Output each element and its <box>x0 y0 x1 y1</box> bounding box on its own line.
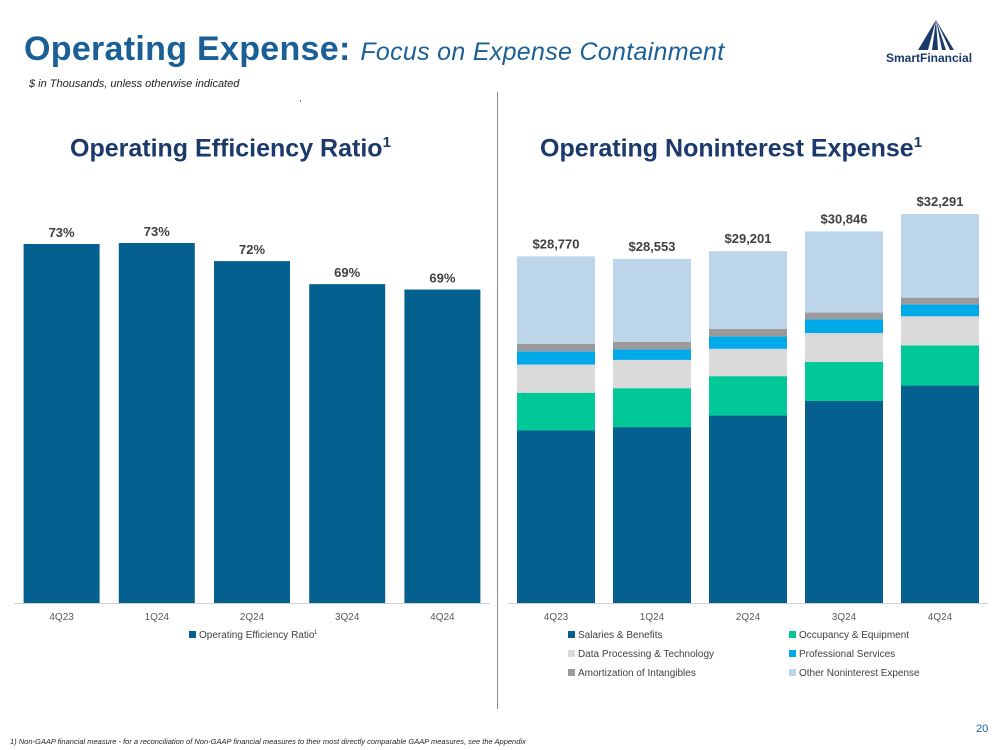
right-legend-swatch <box>789 631 796 638</box>
efficiency-bar-4Q24 <box>404 289 481 603</box>
left-legend-swatch <box>189 631 196 638</box>
company-logo: SmartFinancial <box>880 20 990 70</box>
title-main: Operating Expense: <box>24 30 351 68</box>
expense-segment-2-1Q24 <box>613 388 691 428</box>
right-legend-swatch <box>568 650 575 657</box>
left-x-tick-label: 2Q24 <box>240 612 265 623</box>
right-legend-label: Salaries & Benefits <box>578 630 663 641</box>
right-legend-label: Other Noninterest Expense <box>799 668 920 679</box>
left-legend-label: Operating Efficiency Ratio <box>199 630 315 641</box>
right-legend-swatch <box>568 669 575 676</box>
expense-segment-1-1Q24 <box>613 427 691 603</box>
efficiency-data-label: 69% <box>429 271 455 286</box>
expense-segment-4-3Q24 <box>805 319 883 334</box>
expense-segment-3-4Q24 <box>901 316 979 346</box>
expense-segment-3-2Q24 <box>709 348 787 377</box>
expense-segment-4-4Q23 <box>517 351 595 365</box>
efficiency-bar-4Q23 <box>23 243 100 603</box>
expense-total-label: $28,553 <box>629 239 676 254</box>
expense-segment-1-2Q24 <box>709 415 787 603</box>
units-note: $ in Thousands, unless otherwise indicat… <box>29 78 240 90</box>
right-legend-swatch <box>568 631 575 638</box>
expense-segment-3-4Q23 <box>517 364 595 393</box>
title-subtitle: Focus on Expense Containment <box>360 38 725 66</box>
expense-segment-5-1Q24 <box>613 341 691 350</box>
left-x-tick-label: 4Q23 <box>49 612 74 623</box>
logo-wordmark: SmartFinancial <box>886 51 973 65</box>
left-x-tick-label: 1Q24 <box>145 612 170 623</box>
right-legend-swatch <box>789 669 796 676</box>
expense-segment-5-4Q23 <box>517 343 595 352</box>
expense-segment-5-3Q24 <box>805 312 883 320</box>
right-chart-title-sup: 1 <box>913 134 923 151</box>
efficiency-bar-1Q24 <box>118 243 195 603</box>
expense-segment-1-3Q24 <box>805 400 883 603</box>
page-number: 20 <box>976 723 989 735</box>
efficiency-data-label: 73% <box>144 224 170 239</box>
expense-segment-2-3Q24 <box>805 361 883 401</box>
right-legend-label: Professional Services <box>799 649 895 660</box>
expense-segment-6-3Q24 <box>805 231 883 313</box>
right-legend-swatch <box>789 650 796 657</box>
efficiency-data-label: 72% <box>239 242 265 257</box>
right-x-tick-label: 4Q24 <box>928 612 953 623</box>
footnote: 1) Non-GAAP financial measure - for a re… <box>10 737 526 746</box>
panel-divider <box>497 92 498 709</box>
expense-segment-6-4Q23 <box>517 256 595 344</box>
efficiency-bar-3Q24 <box>309 284 386 603</box>
expense-total-label: $30,846 <box>821 211 868 226</box>
expense-segment-1-4Q23 <box>517 430 595 603</box>
slide-title: Operating Expense: Focus on Expense Cont… <box>24 30 725 69</box>
expense-segment-6-4Q24 <box>901 214 979 298</box>
expense-segment-2-4Q23 <box>517 392 595 431</box>
right-chart-title-text: Operating Noninterest Expense <box>540 134 914 163</box>
expense-segment-6-2Q24 <box>709 251 787 329</box>
right-legend-label: Amortization of Intangibles <box>578 668 696 679</box>
logo-mark-icon <box>918 20 954 50</box>
efficiency-bar-2Q24 <box>214 261 290 603</box>
efficiency-data-label: 73% <box>49 225 75 240</box>
right-legend-label: Data Processing & Technology <box>578 649 714 660</box>
expense-segment-5-2Q24 <box>709 328 787 337</box>
right-chart-title: Operating Noninterest Expense1 <box>540 134 922 163</box>
expense-segment-3-1Q24 <box>613 359 691 389</box>
expense-total-label: $28,770 <box>533 236 580 251</box>
expense-segment-2-2Q24 <box>709 376 787 416</box>
expense-total-label: $29,201 <box>725 231 772 246</box>
left-chart-title: Operating Efficiency Ratio1 <box>70 134 391 163</box>
left-x-tick-label: 4Q24 <box>430 612 455 623</box>
right-legend-label: Occupancy & Equipment <box>799 630 909 641</box>
left-x-tick-label: 3Q24 <box>335 612 360 623</box>
expense-segment-4-1Q24 <box>613 349 691 360</box>
expense-total-label: $32,291 <box>917 194 964 209</box>
efficiency-data-label: 69% <box>334 265 360 280</box>
expense-segment-4-4Q24 <box>901 304 979 317</box>
right-x-tick-label: 4Q23 <box>544 612 569 623</box>
divider-tick <box>300 100 301 102</box>
left-chart-title-text: Operating Efficiency Ratio <box>70 134 383 163</box>
expense-segment-1-4Q24 <box>901 385 979 603</box>
expense-segment-4-2Q24 <box>709 336 787 349</box>
right-x-tick-label: 1Q24 <box>640 612 665 623</box>
right-x-tick-label: 3Q24 <box>832 612 857 623</box>
expense-segment-2-4Q24 <box>901 345 979 386</box>
expense-segment-6-1Q24 <box>613 259 691 342</box>
right-x-tick-label: 2Q24 <box>736 612 761 623</box>
expense-segment-3-3Q24 <box>805 333 883 362</box>
left-legend-sup: 1 <box>314 630 318 636</box>
left-chart-title-sup: 1 <box>382 134 391 151</box>
expense-segment-5-4Q24 <box>901 297 979 305</box>
